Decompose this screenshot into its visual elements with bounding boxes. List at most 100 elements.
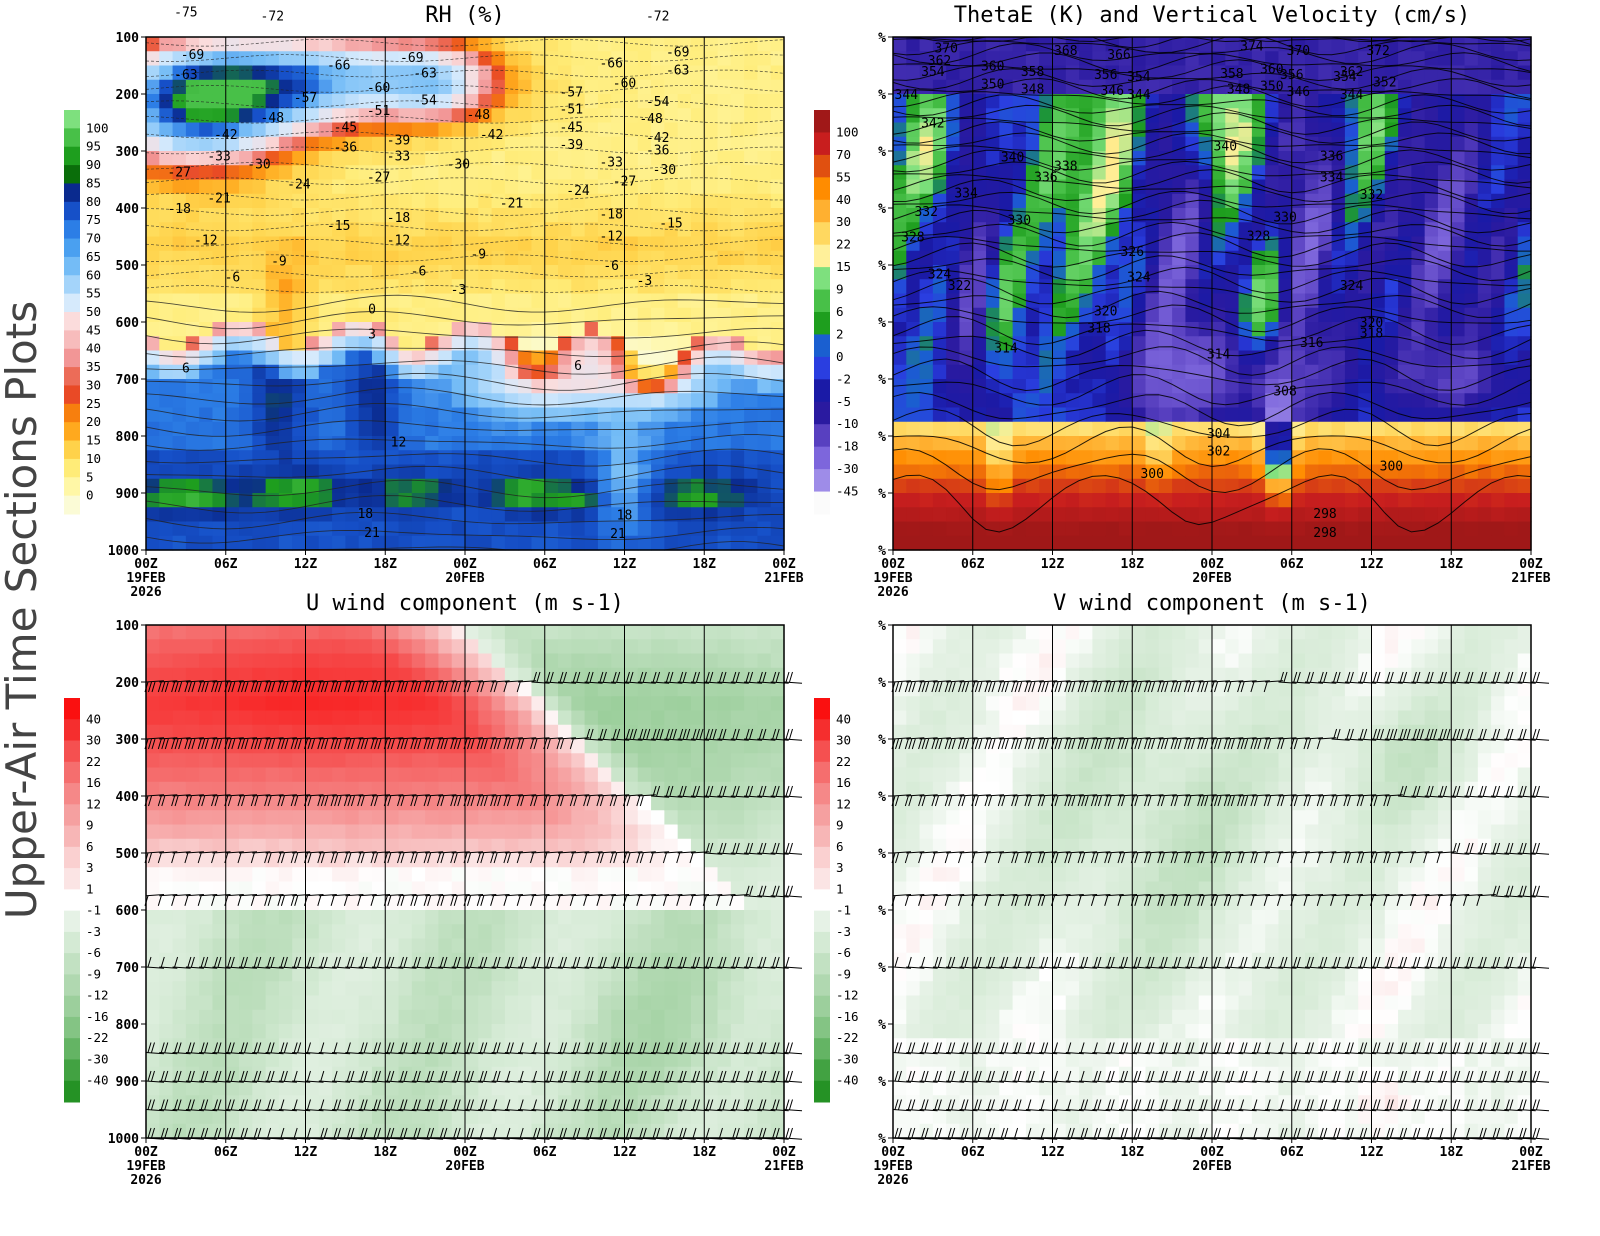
field-cell	[717, 250, 732, 266]
field-cell	[345, 853, 360, 868]
field-cell	[159, 421, 174, 437]
field-cell	[358, 208, 373, 223]
field-cell	[265, 881, 280, 897]
field-cell	[558, 507, 572, 523]
field-cell	[398, 1081, 413, 1096]
field-cell	[1132, 265, 1147, 280]
field-cell	[1398, 493, 1412, 508]
field-cell	[438, 165, 453, 181]
field-cell	[332, 753, 346, 769]
field-cell	[1464, 535, 1479, 551]
field-cell	[1025, 151, 1040, 166]
field-cell	[305, 165, 320, 181]
field-cell	[717, 407, 732, 423]
field-cell	[1424, 507, 1439, 523]
field-cell	[491, 810, 506, 826]
colorbar-label: 60	[86, 267, 101, 282]
field-cell	[1132, 79, 1147, 95]
field-cell	[1105, 350, 1120, 366]
field-cell	[1198, 165, 1213, 181]
field-cell	[239, 236, 253, 252]
field-cell	[292, 65, 307, 81]
field-cell	[1092, 293, 1107, 309]
field-cell	[199, 65, 214, 81]
panels: RH (%)-75 -72 -72-69 -69 -69-63 -63 -63-66 -66-…	[64, 3, 1551, 1188]
field-cell	[1398, 307, 1412, 323]
field-cell	[893, 165, 907, 181]
field-cell	[1065, 521, 1080, 537]
field-cell	[597, 51, 612, 67]
field-cell	[558, 938, 572, 954]
field-cell	[239, 379, 253, 394]
y-tick-label: %	[878, 316, 886, 331]
field-cell	[717, 122, 732, 138]
field-cell	[770, 151, 785, 166]
field-cell	[999, 478, 1014, 494]
colorbar-swatch	[64, 403, 80, 423]
colorbar-swatch	[64, 238, 80, 258]
field-cell	[972, 51, 987, 67]
field-cell	[478, 967, 493, 982]
field-cell	[332, 336, 346, 352]
colorbar-label: 80	[86, 194, 101, 209]
field-cell	[919, 307, 934, 323]
field-cell	[185, 853, 200, 868]
field-cell	[1384, 165, 1399, 181]
field-cell	[1025, 464, 1040, 480]
field-cell	[385, 853, 400, 868]
field-cell	[999, 307, 1014, 323]
field-cell	[558, 753, 572, 769]
field-cell	[146, 625, 160, 640]
field-cell	[677, 37, 692, 52]
field-cell	[1517, 436, 1532, 451]
field-cell	[385, 464, 400, 480]
contour-label: -15	[327, 219, 350, 234]
field-cell	[558, 350, 572, 366]
field-cell	[172, 450, 187, 466]
field-cell	[305, 1081, 320, 1096]
field-cell	[478, 867, 493, 883]
field-cell	[1358, 136, 1373, 152]
field-cell	[239, 151, 253, 166]
field-cell	[584, 165, 599, 181]
field-cell	[571, 236, 586, 252]
field-cell	[478, 682, 493, 697]
field-cell	[932, 51, 947, 67]
contour-label: 304	[1207, 427, 1231, 442]
field-cell	[518, 151, 533, 166]
field-cell	[172, 1024, 187, 1039]
field-cell	[637, 151, 652, 166]
field-cell	[1185, 236, 1200, 252]
field-cell	[305, 824, 320, 840]
field-cell	[504, 165, 519, 181]
field-cell	[1039, 222, 1054, 238]
field-cell	[371, 122, 386, 138]
field-cell	[172, 208, 187, 223]
field-cell	[1198, 336, 1213, 352]
field-cell	[1198, 136, 1213, 152]
field-cell	[332, 521, 346, 537]
field-cell	[717, 208, 732, 223]
field-cell	[305, 696, 320, 712]
field-cell	[411, 810, 426, 826]
field-cell	[1477, 65, 1492, 81]
field-cell	[1477, 122, 1492, 138]
field-cell	[1092, 65, 1107, 81]
field-cell	[1358, 521, 1373, 537]
field-cell	[1212, 279, 1226, 295]
field-cell	[1172, 478, 1187, 494]
field-cell	[1145, 379, 1160, 394]
field-cell	[906, 507, 921, 523]
field-cell	[265, 853, 280, 868]
x-tick-label: 00Z	[453, 557, 477, 572]
field-cell	[451, 393, 466, 409]
field-cell	[265, 1052, 280, 1068]
field-cell	[1105, 478, 1120, 494]
field-cell	[1291, 507, 1306, 523]
field-cell	[624, 37, 639, 52]
field-cell	[146, 967, 160, 982]
contour-label: -48	[261, 111, 284, 126]
field-cell	[465, 108, 479, 124]
contour-label: -12	[387, 233, 410, 248]
field-cell	[1079, 179, 1093, 195]
